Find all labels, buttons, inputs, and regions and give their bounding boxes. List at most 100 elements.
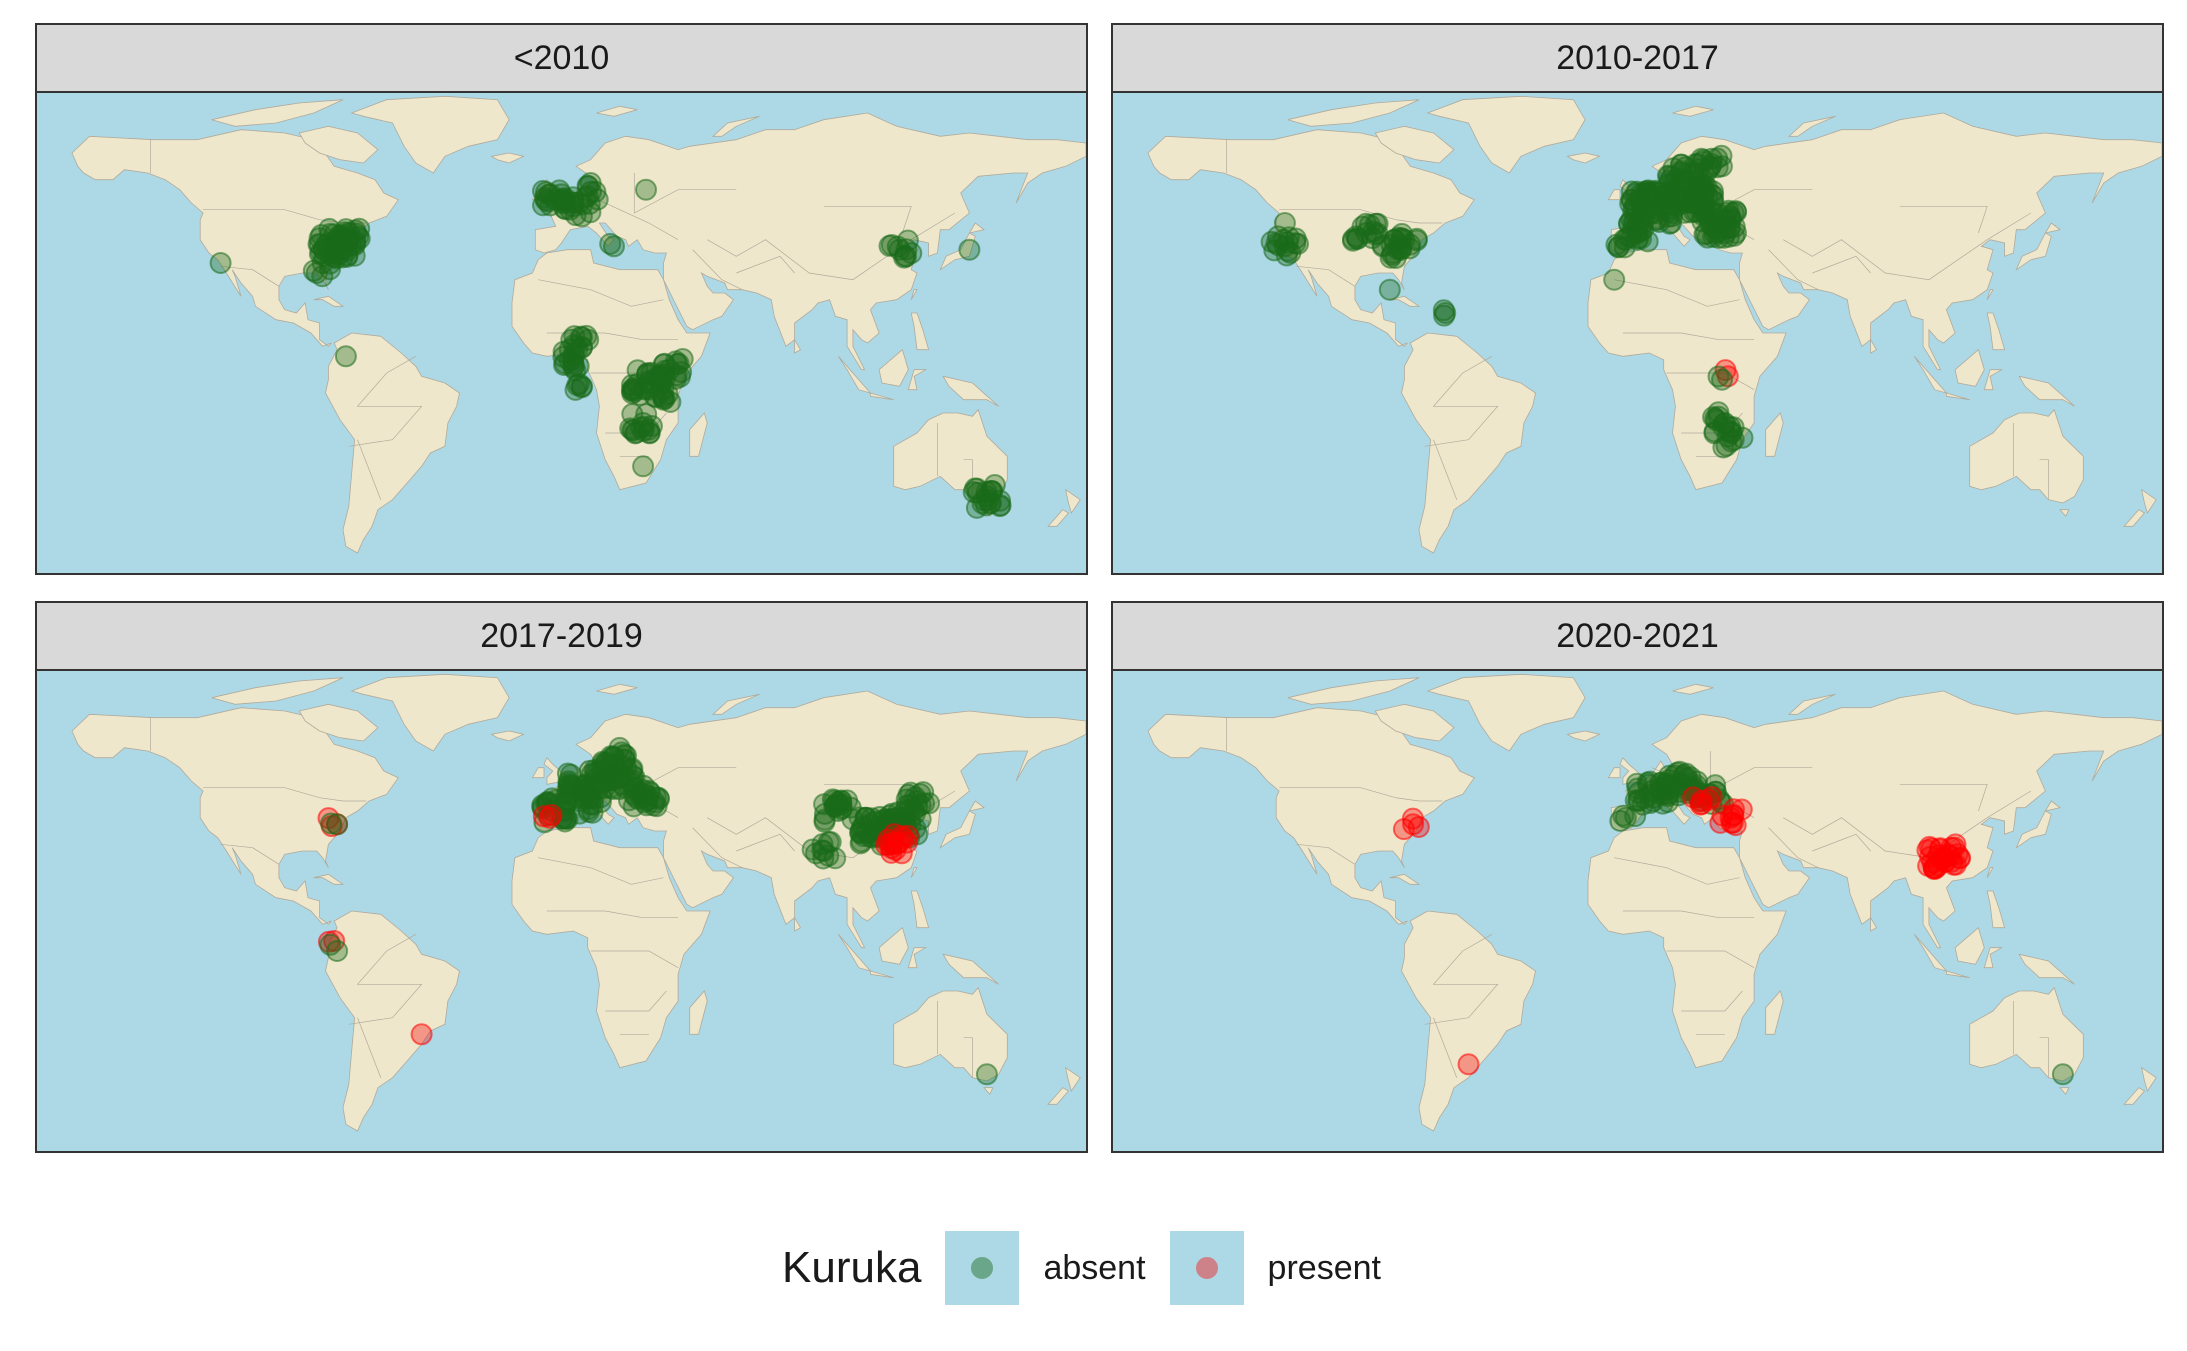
landmass-svalbard (1672, 683, 1714, 695)
absent-point (1624, 805, 1647, 828)
absent-point (1432, 299, 1455, 322)
landmass-baffin-island (1374, 125, 1455, 164)
landmass-cuba (313, 295, 345, 307)
landmass-iceland (490, 152, 525, 164)
absent-point (569, 790, 591, 813)
country-border (1296, 843, 1356, 865)
landmass-south-america (325, 910, 460, 1132)
landmass-taiwan (910, 867, 918, 878)
absent-point (665, 364, 688, 387)
landmass-philippines (1986, 890, 2006, 929)
absent-point (1603, 268, 1626, 291)
landmass-taiwan (1986, 289, 1994, 300)
country-border (736, 833, 795, 852)
absent-point (623, 777, 646, 800)
country-border (1709, 751, 1813, 792)
landmass-new-guinea (942, 375, 999, 407)
landmass-novaya-zemlya (711, 115, 760, 137)
landmass-sri-lanka (1870, 916, 1877, 932)
absent-point (1371, 235, 1394, 258)
legend-label-absent: absent (1043, 1248, 1146, 1287)
landmass-new-zealand-south (1047, 1087, 1070, 1105)
absent-point (1612, 804, 1635, 827)
landmass-new-zealand-north (1064, 1066, 1081, 1092)
country-border (1279, 787, 1443, 802)
country-border (1768, 249, 1819, 291)
absent-point (648, 788, 670, 810)
landmass-australia (893, 986, 1008, 1082)
country-border (1812, 833, 1871, 852)
absent-point (895, 245, 917, 268)
absent-point (320, 812, 342, 835)
country-border (220, 265, 280, 287)
absent-point (632, 419, 655, 442)
map-area (35, 671, 1088, 1153)
facet-panel-2: 2010-2017 (1111, 23, 2164, 575)
facet-strip-label: 2010-2017 (1111, 23, 2164, 93)
absent-point (2051, 1063, 2074, 1086)
absent-point (918, 792, 941, 815)
absent-point (311, 265, 334, 288)
present-point (532, 805, 555, 828)
country-border (1812, 255, 1871, 274)
landmass-south-america (325, 332, 460, 554)
landmass-cuba (1389, 873, 1421, 885)
landmass-canadian-arctic-islands (211, 99, 344, 127)
landmass-hokkaido (2044, 800, 2061, 812)
country-border (538, 857, 664, 885)
absent-point (577, 328, 600, 351)
world-map (37, 93, 1086, 573)
landmass-ireland (531, 767, 545, 779)
country-border (1622, 332, 1755, 341)
country-border (348, 933, 423, 1025)
legend-key-absent (945, 1231, 1020, 1305)
legend-label-present: present (1267, 1248, 1381, 1287)
country-border (1614, 857, 1740, 885)
present-point (540, 804, 563, 826)
country-border (1899, 783, 1988, 812)
landmass-cuba (313, 873, 345, 885)
landmass-hokkaido (2044, 222, 2061, 234)
absent-point (1636, 180, 1659, 203)
landmass-svalbard (596, 683, 638, 695)
present-marker-icon (1195, 1257, 1218, 1279)
absent-point (811, 833, 834, 856)
absent-point (209, 252, 232, 274)
present-point (1457, 1053, 1480, 1076)
landmass-madagascar (1765, 990, 1784, 1035)
facet-strip-label: <2010 (35, 23, 1088, 93)
landmass-greenland (1426, 673, 1586, 752)
country-border (1424, 933, 1499, 1025)
country-border (1666, 950, 1755, 969)
landmass-iceland (1566, 730, 1601, 742)
landmass-philippines (910, 890, 930, 929)
absent-point (1712, 436, 1735, 459)
landmass-java (1946, 970, 1970, 979)
landmass-madagascar (689, 412, 708, 457)
landmass-taiwan (1986, 867, 1994, 878)
country-border (546, 910, 679, 919)
legend: Kuruka absent present (0, 1228, 2187, 1308)
landmass-japan (2015, 232, 2052, 271)
present-point (880, 841, 903, 864)
landmass-baffin-island (298, 125, 379, 164)
landmass-north-america (71, 707, 399, 925)
landmass-philippines (910, 312, 930, 351)
facet-panel-1: <2010 (35, 23, 1088, 575)
landmass-borneo (878, 926, 909, 965)
landmass-new-zealand-south (1047, 509, 1070, 527)
absent-point (977, 488, 1000, 511)
landmass-australia (1969, 986, 2084, 1082)
country-border (590, 950, 679, 969)
legend-key-present (1169, 1231, 1244, 1305)
country-border (2039, 1037, 2049, 1078)
absent-point (326, 813, 349, 836)
country-border (1433, 1017, 1458, 1078)
landmass-tasmania (983, 1087, 994, 1096)
country-border (963, 459, 973, 500)
landmass-greenland (350, 95, 510, 174)
landmass-eurasia (534, 112, 1086, 371)
country-border (692, 249, 743, 291)
absent-point (966, 481, 989, 504)
landmass-north-america (71, 129, 399, 347)
